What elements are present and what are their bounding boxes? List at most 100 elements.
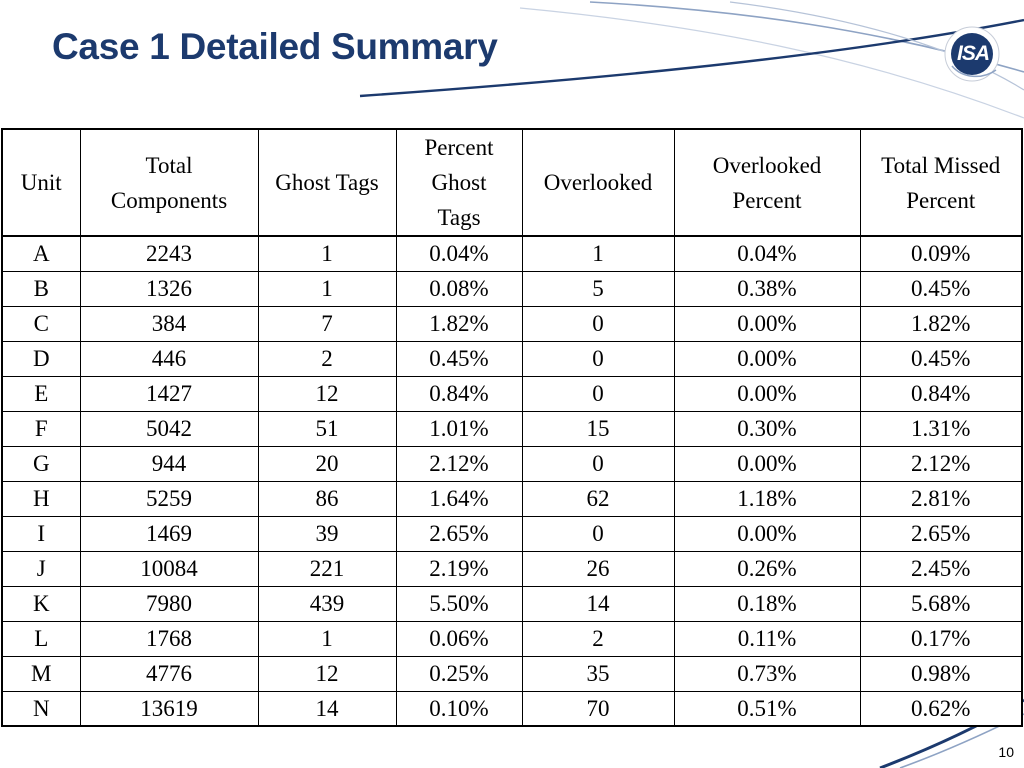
cell-unit: M (1, 655, 81, 692)
table-row: J 10084 221 2.19% 26 0.26% 2.45% (1, 550, 1023, 587)
cell-overlooked-percent: 0.04% (673, 235, 861, 272)
header-total-components: Total Components (79, 128, 259, 237)
table-row: I 1469 39 2.65% 0 0.00% 2.65% (1, 515, 1023, 552)
cell-ghost-tags: 7 (257, 305, 397, 342)
cell-ghost-tags: 221 (257, 550, 397, 587)
cell-total-missed-percent: 2.81% (859, 480, 1023, 517)
cell-total-components: 944 (79, 445, 259, 482)
slide-title: Case 1 Detailed Summary (52, 26, 498, 67)
cell-overlooked-percent: 0.00% (673, 305, 861, 342)
cell-overlooked: 0 (521, 375, 675, 412)
cell-unit: C (1, 305, 81, 342)
cell-ghost-tags: 51 (257, 410, 397, 447)
cell-total-missed-percent: 2.65% (859, 515, 1023, 552)
table-row: G 944 20 2.12% 0 0.00% 2.12% (1, 445, 1023, 482)
cell-total-missed-percent: 0.17% (859, 620, 1023, 657)
cell-percent-ghost-tags: 1.64% (395, 480, 523, 517)
cell-total-components: 5259 (79, 480, 259, 517)
cell-percent-ghost-tags: 0.10% (395, 690, 523, 727)
table-row: M 4776 12 0.25% 35 0.73% 0.98% (1, 655, 1023, 692)
cell-unit: A (1, 235, 81, 272)
header-overlooked-percent: Overlooked Percent (673, 128, 861, 237)
cell-overlooked-percent: 0.00% (673, 515, 861, 552)
cell-unit: D (1, 340, 81, 377)
cell-total-components: 2243 (79, 235, 259, 272)
cell-overlooked: 62 (521, 480, 675, 517)
cell-total-missed-percent: 2.12% (859, 445, 1023, 482)
cell-overlooked: 70 (521, 690, 675, 727)
cell-unit: E (1, 375, 81, 412)
cell-total-components: 4776 (79, 655, 259, 692)
cell-total-components: 1768 (79, 620, 259, 657)
cell-ghost-tags: 20 (257, 445, 397, 482)
cell-overlooked: 15 (521, 410, 675, 447)
cell-total-components: 7980 (79, 585, 259, 622)
cell-overlooked-percent: 0.18% (673, 585, 861, 622)
cell-percent-ghost-tags: 1.82% (395, 305, 523, 342)
table-body: A 2243 1 0.04% 1 0.04% 0.09% B 1326 1 0.08% 5 0.38% 0… (1, 235, 1023, 727)
cell-ghost-tags: 12 (257, 375, 397, 412)
cell-overlooked: 26 (521, 550, 675, 587)
table-row: A 2243 1 0.04% 1 0.04% 0.09% (1, 235, 1023, 272)
cell-overlooked-percent: 0.00% (673, 340, 861, 377)
cell-total-missed-percent: 2.45% (859, 550, 1023, 587)
cell-ghost-tags: 39 (257, 515, 397, 552)
cell-total-missed-percent: 0.45% (859, 340, 1023, 377)
cell-overlooked-percent: 0.51% (673, 690, 861, 727)
cell-unit: K (1, 585, 81, 622)
isa-logo-icon: ISA (944, 26, 1002, 84)
table-row: F 5042 51 1.01% 15 0.30% 1.31% (1, 410, 1023, 447)
cell-overlooked: 14 (521, 585, 675, 622)
cell-percent-ghost-tags: 0.25% (395, 655, 523, 692)
cell-total-missed-percent: 0.98% (859, 655, 1023, 692)
cell-overlooked: 35 (521, 655, 675, 692)
cell-overlooked: 2 (521, 620, 675, 657)
table-row: K 7980 439 5.50% 14 0.18% 5.68% (1, 585, 1023, 622)
cell-total-missed-percent: 5.68% (859, 585, 1023, 622)
table-header-row: Unit Total Components Ghost Tags Percent… (1, 128, 1023, 237)
cell-total-missed-percent: 0.62% (859, 690, 1023, 727)
cell-overlooked: 0 (521, 445, 675, 482)
cell-percent-ghost-tags: 2.19% (395, 550, 523, 587)
cell-unit: L (1, 620, 81, 657)
cell-overlooked-percent: 0.73% (673, 655, 861, 692)
cell-percent-ghost-tags: 0.06% (395, 620, 523, 657)
cell-overlooked-percent: 0.00% (673, 445, 861, 482)
cell-total-missed-percent: 0.84% (859, 375, 1023, 412)
summary-table: Unit Total Components Ghost Tags Percent… (1, 128, 1023, 727)
cell-overlooked-percent: 0.30% (673, 410, 861, 447)
cell-overlooked: 1 (521, 235, 675, 272)
cell-overlooked: 0 (521, 340, 675, 377)
table-row: C 384 7 1.82% 0 0.00% 1.82% (1, 305, 1023, 342)
header-percent-ghost-tags: Percent Ghost Tags (395, 128, 523, 237)
cell-unit: H (1, 480, 81, 517)
header-overlooked: Overlooked (521, 128, 675, 237)
cell-percent-ghost-tags: 2.12% (395, 445, 523, 482)
table-row: B 1326 1 0.08% 5 0.38% 0.45% (1, 270, 1023, 307)
cell-ghost-tags: 439 (257, 585, 397, 622)
cell-overlooked-percent: 0.38% (673, 270, 861, 307)
cell-total-missed-percent: 1.82% (859, 305, 1023, 342)
cell-ghost-tags: 14 (257, 690, 397, 727)
cell-percent-ghost-tags: 1.01% (395, 410, 523, 447)
header-total-missed-percent: Total Missed Percent (859, 128, 1023, 237)
table-row: H 5259 86 1.64% 62 1.18% 2.81% (1, 480, 1023, 517)
cell-percent-ghost-tags: 0.08% (395, 270, 523, 307)
cell-total-components: 446 (79, 340, 259, 377)
cell-unit: N (1, 690, 81, 727)
logo-text: ISA (956, 42, 990, 65)
cell-overlooked-percent: 0.11% (673, 620, 861, 657)
cell-total-missed-percent: 0.45% (859, 270, 1023, 307)
cell-ghost-tags: 1 (257, 270, 397, 307)
cell-unit: J (1, 550, 81, 587)
cell-overlooked: 0 (521, 515, 675, 552)
cell-total-components: 1326 (79, 270, 259, 307)
cell-unit: I (1, 515, 81, 552)
cell-overlooked: 0 (521, 305, 675, 342)
cell-ghost-tags: 1 (257, 620, 397, 657)
cell-total-components: 5042 (79, 410, 259, 447)
cell-percent-ghost-tags: 0.04% (395, 235, 523, 272)
table-row: L 1768 1 0.06% 2 0.11% 0.17% (1, 620, 1023, 657)
cell-total-missed-percent: 0.09% (859, 235, 1023, 272)
cell-unit: B (1, 270, 81, 307)
